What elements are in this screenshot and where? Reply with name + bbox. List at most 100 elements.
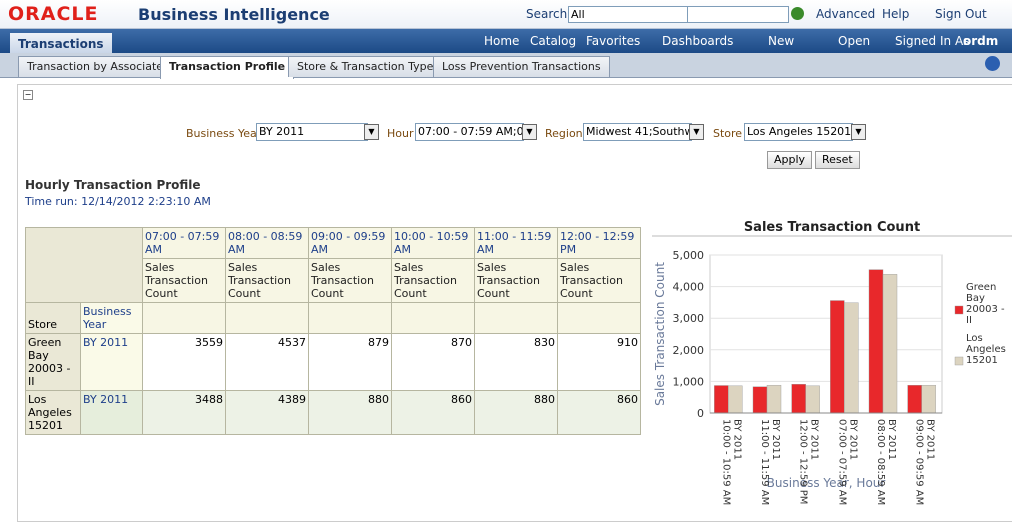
value-cell: 910 — [557, 333, 641, 391]
tab[interactable]: Transaction Profile — [160, 56, 295, 79]
x-tick-label: 07:00 - 07:59 AM — [836, 419, 847, 505]
x-tick-label: BY 2011 — [847, 419, 858, 460]
column-header[interactable]: 08:00 - 08:59 AM — [225, 227, 309, 259]
search-input[interactable] — [687, 6, 789, 23]
value-cell: 879 — [308, 333, 392, 391]
prompt-label: Business Year — [186, 127, 262, 140]
x-tick-label: BY 2011 — [809, 419, 820, 460]
bar — [921, 384, 936, 414]
user-name[interactable]: ordm — [963, 34, 999, 48]
logo: ORACLE — [8, 3, 99, 25]
column-header[interactable]: 12:00 - 12:59 PM — [557, 227, 641, 259]
search-go[interactable] — [791, 7, 804, 20]
nav-item[interactable]: Dashboards — [662, 34, 734, 48]
x-tick-label: 10:00 - 10:59 AM — [720, 419, 731, 505]
product-name: Business Intelligence — [138, 5, 330, 24]
empty-cell — [391, 302, 475, 334]
y-tick-label: 4,000 — [673, 281, 705, 294]
search-scope[interactable]: All — [568, 6, 688, 23]
prompt-dropdown[interactable]: ▼ — [522, 124, 537, 140]
nav-item[interactable]: Home — [484, 34, 520, 48]
report-title: Hourly Transaction Profile — [25, 178, 201, 192]
column-header[interactable]: 07:00 - 07:59 AM — [142, 227, 226, 259]
column-header[interactable]: 10:00 - 10:59 AM — [391, 227, 475, 259]
x-tick-label: 09:00 - 09:59 AM — [914, 419, 925, 505]
empty-cell — [142, 302, 226, 334]
measure-row: Sales Transaction Count Sales Transaction… — [26, 258, 641, 303]
prompt-label: Region — [545, 127, 583, 140]
measure-header: Sales Transaction Count — [142, 258, 226, 303]
bar — [882, 274, 898, 414]
plot-area — [709, 254, 943, 414]
prompt-dropdown[interactable]: ▼ — [689, 124, 704, 140]
collapse-icon[interactable]: − — [23, 90, 33, 100]
x-tick-label: BY 2011 — [886, 419, 897, 460]
tab[interactable]: Loss Prevention Transactions — [433, 56, 610, 77]
top-link[interactable]: Help — [882, 7, 910, 21]
prompt-dropdown[interactable]: ▼ — [851, 124, 866, 140]
column-header[interactable]: 11:00 - 11:59 AM — [474, 227, 558, 259]
bar — [868, 269, 884, 414]
measure-header: Sales Transaction Count — [225, 258, 309, 303]
tab[interactable]: Store & Transaction Types — [288, 56, 449, 77]
nav-item[interactable]: Catalog — [530, 34, 577, 48]
row-header: Store — [25, 302, 81, 334]
legend-label: Los Angeles 15201 — [966, 333, 1006, 366]
legend-label: Green Bay 20003 -II — [966, 282, 1005, 326]
empty-cell — [557, 302, 641, 334]
top-bar: ORACLE Business Intelligence Search All … — [0, 0, 1012, 29]
empty-cell — [225, 302, 309, 334]
nav-item[interactable]: Favorites — [586, 34, 641, 48]
tab-row: Transaction by Associates Transaction Pro… — [0, 53, 1012, 79]
year-cell[interactable]: BY 2011 — [80, 333, 143, 391]
prompt-label: Store — [713, 127, 743, 140]
value-cell: 4537 — [225, 333, 309, 391]
empty-cell — [308, 302, 392, 334]
header-row: 07:00 - 07:59 AM 08:00 - 08:59 AM 09:00 - … — [25, 227, 641, 303]
time-run: Time run: 12/14/2012 2:23:10 AM — [25, 195, 211, 208]
bar — [752, 386, 768, 414]
y-tick-label: 5,000 — [673, 249, 705, 262]
legend-swatch — [954, 305, 964, 315]
bar — [830, 300, 845, 414]
help-icon[interactable] — [985, 56, 1000, 71]
content-panel: − — [17, 84, 1012, 522]
button[interactable]: Reset — [815, 151, 860, 169]
value-cell: 860 — [557, 390, 641, 435]
nav-item[interactable]: Open — [838, 34, 871, 48]
value-cell: 4389 — [225, 390, 309, 435]
legend-swatch — [954, 356, 964, 366]
value-cell: 830 — [474, 333, 558, 391]
prompt-dropdown[interactable]: ▼ — [364, 124, 379, 140]
x-tick-label: 08:00 - 08:59 AM — [875, 419, 886, 505]
prompt-value[interactable]: BY 2011 — [256, 123, 368, 141]
prompt-value[interactable]: 07:00 - 07:59 AM;08 — [415, 123, 524, 141]
year-cell[interactable]: BY 2011 — [80, 390, 143, 435]
data-row: Green Bay 20003 - II BY 2011 3559 4537 879 87… — [25, 333, 641, 391]
x-tick-label: 12:00 - 12:59 PM — [798, 419, 809, 504]
top-link[interactable]: Advanced — [816, 7, 876, 21]
prompt-label: Hour — [387, 127, 414, 140]
data-row: Los Angeles 15201 BY 2011 3488 4389 880 860 88… — [25, 390, 641, 435]
search-label: Search — [526, 7, 568, 21]
prompt-value[interactable]: Los Angeles 15201;G — [744, 123, 853, 141]
x-tick-label: 11:00 - 11:59 AM — [759, 419, 770, 505]
dashboard-name: Transactions — [10, 33, 112, 53]
chart-title: Sales Transaction Count — [744, 220, 920, 235]
y-tick-label: 1,000 — [673, 375, 705, 388]
value-cell: 860 — [391, 390, 475, 435]
y-tick-label: 0 — [697, 407, 704, 420]
x-axis-title: Business Year, Hour — [767, 476, 886, 490]
column-header[interactable]: 09:00 - 09:59 AM — [308, 227, 392, 259]
bar — [805, 385, 820, 414]
top-link[interactable]: Sign Out — [935, 7, 987, 21]
tab[interactable]: Transaction by Associates — [18, 56, 178, 77]
prompt-value[interactable]: Midwest 41;Southwes — [583, 123, 692, 141]
signed-in-label: Signed In As — [895, 34, 970, 48]
nav-item[interactable]: New — [768, 34, 795, 48]
bar — [844, 302, 859, 414]
empty-cell — [474, 302, 558, 334]
store-cell: Los Angeles 15201 — [25, 390, 81, 435]
button[interactable]: Apply — [767, 151, 813, 169]
